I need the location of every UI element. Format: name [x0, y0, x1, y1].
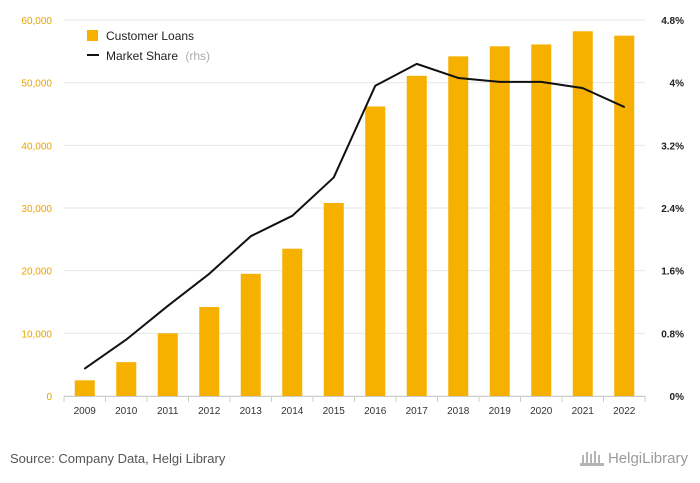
line-point-2016	[374, 85, 377, 87]
line-point-2013	[249, 235, 252, 237]
bar-series-customer-loans	[74, 31, 635, 397]
x-tick-label: 2019	[489, 406, 512, 417]
line-point-2009	[83, 367, 86, 370]
line-series-market-share	[83, 62, 626, 370]
left-tick-label: 20,000	[21, 267, 52, 278]
legend-label-market-share: Market Share (rhs)	[106, 49, 210, 63]
right-tick-label: 2.4%	[661, 204, 684, 215]
left-axis-ticks: 0 10,000 20,000 30,000 40,000 50,000 60,000	[21, 16, 52, 403]
left-tick-label: 60,000	[21, 16, 52, 27]
line-point-2014	[291, 215, 294, 217]
brand-name: HelgiLibrary	[607, 449, 688, 467]
left-tick-label: 30,000	[21, 204, 52, 215]
line-point-2011	[166, 305, 169, 307]
bar-2012	[199, 307, 220, 396]
line-point-2010	[125, 338, 128, 341]
right-tick-label: 4.8%	[661, 16, 684, 27]
legend-market-share-suffix: (rhs)	[185, 49, 210, 63]
x-tick-label: 2009	[74, 406, 97, 417]
x-tick-label: 2022	[613, 406, 636, 417]
line-point-2017	[415, 63, 418, 65]
x-tick-label: 2012	[198, 406, 221, 417]
left-tick-label: 40,000	[21, 141, 52, 152]
x-tick-label: 2014	[281, 406, 304, 417]
right-tick-label: 0%	[670, 392, 685, 403]
bar-2009	[74, 380, 95, 396]
market-share-line	[84, 62, 625, 370]
line-point-2022	[623, 106, 626, 108]
x-tick-label: 2020	[530, 406, 553, 417]
library-building-icon	[579, 451, 604, 466]
x-tick-label: 2010	[115, 406, 138, 417]
left-tick-label: 50,000	[21, 79, 52, 90]
x-tick-label: 2016	[364, 406, 387, 417]
legend-swatch-customer-loans	[87, 30, 98, 41]
x-tick-label: 2011	[157, 406, 179, 417]
line-point-2021	[581, 87, 584, 89]
legend: Customer Loans Market Share (rhs)	[87, 29, 210, 63]
bar-2022	[614, 35, 635, 397]
legend-label-customer-loans: Customer Loans	[106, 29, 194, 43]
combo-chart: 0 10,000 20,000 30,000 40,000 50,000 60,000 0%…	[21, 16, 684, 417]
bar-2010	[116, 362, 137, 396]
bar-2016	[365, 106, 386, 396]
bar-2011	[157, 333, 178, 396]
bar-2021	[572, 31, 593, 397]
line-point-2012	[208, 273, 211, 275]
bar-2019	[489, 46, 510, 396]
right-tick-label: 0.8%	[661, 329, 684, 340]
line-point-2018	[457, 77, 460, 79]
bar-2018	[448, 56, 469, 396]
bar-2017	[406, 75, 427, 397]
grid-lines	[63, 19, 646, 402]
x-tick-label: 2015	[323, 406, 346, 417]
left-tick-label: 10,000	[21, 329, 52, 340]
brand-logo: HelgiLibrary	[579, 449, 688, 467]
left-tick-label: 0	[46, 392, 52, 403]
source-note: Source: Company Data, Helgi Library	[10, 451, 226, 466]
bar-2013	[240, 273, 261, 396]
legend-market-share-name: Market Share	[106, 49, 178, 63]
bar-2015	[323, 202, 344, 396]
right-tick-label: 4%	[670, 79, 685, 90]
line-point-2020	[540, 81, 543, 83]
bar-2014	[282, 248, 303, 396]
right-axis-ticks: 0% 0.8% 1.6% 2.4% 3.2% 4% 4.8%	[661, 16, 684, 403]
right-tick-label: 3.2%	[661, 141, 684, 152]
x-tick-label: 2017	[406, 406, 429, 417]
right-tick-label: 1.6%	[661, 267, 684, 278]
x-tick-label: 2013	[240, 406, 263, 417]
x-tick-label: 2018	[447, 406, 470, 417]
x-axis-ticks: 2009 2010 2011 2012 2013 2014 2015 2016 2017 2018…	[74, 406, 636, 417]
bar-2020	[531, 44, 552, 396]
line-point-2015	[332, 176, 335, 179]
line-point-2019	[498, 81, 501, 83]
x-tick-label: 2021	[572, 406, 595, 417]
